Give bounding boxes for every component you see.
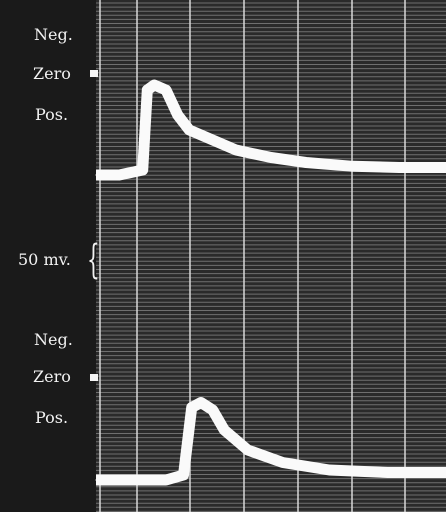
trace-point <box>118 174 120 176</box>
top-pos-label: Pos. <box>35 105 69 124</box>
bottom-zero-label: Zero <box>33 367 71 386</box>
trace-point <box>212 409 214 411</box>
top-neg-label: Neg. <box>34 25 73 44</box>
trace-point <box>247 449 249 451</box>
trace-point <box>165 89 167 91</box>
bottom-neg-label: Neg. <box>34 330 73 349</box>
trace-point <box>95 479 97 481</box>
bottom-zero-marker <box>90 374 98 381</box>
trace-point <box>142 169 144 171</box>
trace-point <box>305 161 307 164</box>
trace-point <box>398 166 400 169</box>
trace-point <box>282 461 284 464</box>
trace-point <box>165 479 167 481</box>
bottom-pos-label: Pos. <box>35 408 69 427</box>
trace-point <box>328 469 330 471</box>
trace-point <box>200 401 202 404</box>
trace-point <box>153 84 155 86</box>
trace-point <box>223 429 225 431</box>
trace-point <box>95 174 97 176</box>
bottom-trace-line <box>96 397 446 486</box>
scale-brace: { <box>87 237 100 283</box>
trace-point <box>387 471 389 474</box>
top-zero-label: Zero <box>33 64 71 83</box>
trace-point <box>182 474 185 476</box>
top-zero-marker <box>90 70 98 77</box>
trace-point <box>235 149 237 151</box>
trace-point <box>177 114 179 116</box>
trace-point <box>270 156 272 159</box>
trace-point <box>188 129 190 131</box>
trace-point <box>146 89 148 91</box>
scale-label: 50 mv. <box>18 250 71 269</box>
trace-point <box>352 165 354 167</box>
trace-point <box>191 406 193 409</box>
trace-point <box>212 139 214 141</box>
